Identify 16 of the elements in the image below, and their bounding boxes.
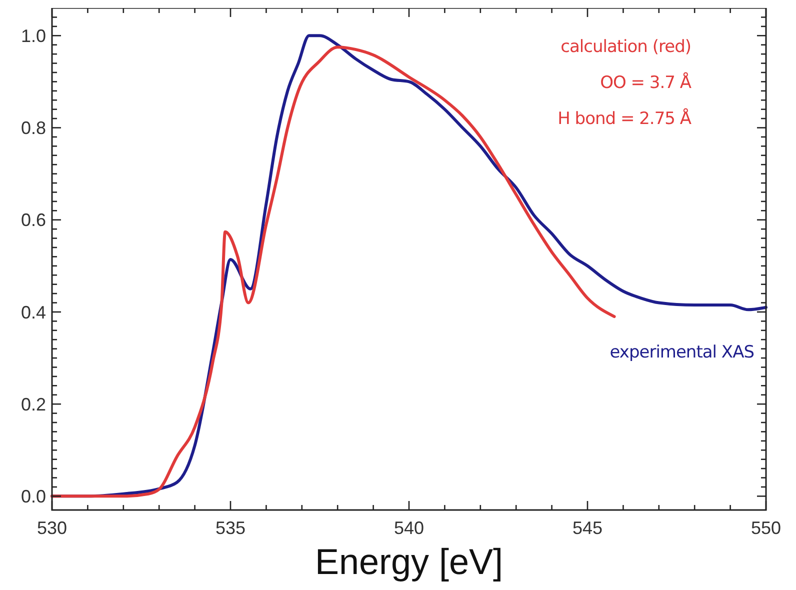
y-tick-label: 0.6 xyxy=(20,210,46,230)
y-tick-label: 1.0 xyxy=(20,26,46,46)
x-tick-label: 545 xyxy=(572,518,603,538)
series-label: experimental XAS xyxy=(610,342,754,362)
x-tick-label: 530 xyxy=(36,518,68,538)
x-axis-title: Energy [eV] xyxy=(314,541,504,582)
x-tick-label: 550 xyxy=(750,518,782,538)
y-tick-label: 0.0 xyxy=(20,486,46,506)
annotation: H bond = 2.75 Å xyxy=(558,108,692,129)
y-tick-label: 0.8 xyxy=(20,118,46,138)
y-tick-label: 0.4 xyxy=(20,302,46,322)
text: calculation (red) xyxy=(560,37,691,57)
x-tick-label: 540 xyxy=(394,518,424,538)
y-tick-label: 0.2 xyxy=(20,394,46,414)
annotation: OO = 3.7 Å xyxy=(600,72,692,93)
x-tick-label: 535 xyxy=(215,518,246,538)
